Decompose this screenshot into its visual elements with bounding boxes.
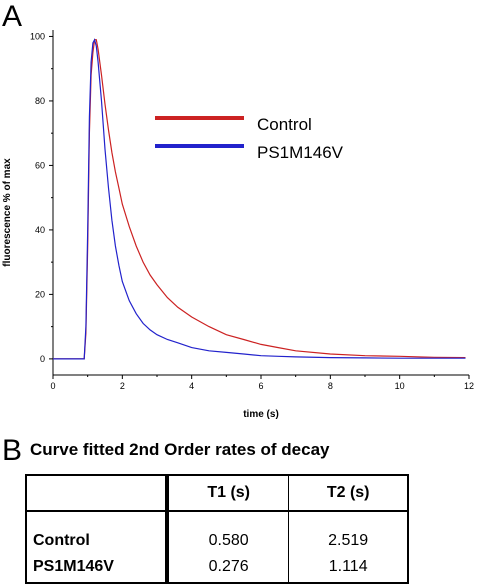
- x-tick-label: 10: [395, 381, 405, 391]
- chart-series: [53, 38, 466, 360]
- table-header-row: T1 (s) T2 (s): [26, 475, 408, 512]
- legend-label-ps1m146v: PS1M146V: [257, 143, 344, 162]
- x-tick-label: 12: [464, 381, 474, 391]
- panel-a-label: A: [2, 0, 23, 33]
- x-axis-title: time (s): [243, 409, 279, 420]
- y-tick-label: 60: [35, 160, 45, 170]
- y-tick-label: 0: [40, 354, 45, 364]
- cell-control-t2: 2.519: [288, 511, 408, 552]
- chart-legend: Control PS1M146V: [155, 115, 344, 162]
- table-title: Curve fitted 2nd Order rates of decay: [30, 440, 330, 459]
- decay-rates-table: T1 (s) T2 (s) Control 0.580 2.519 PS1M14…: [25, 474, 409, 584]
- series-line-control: [53, 39, 466, 360]
- y-tick-label: 100: [30, 31, 45, 41]
- y-tick-label: 20: [35, 289, 45, 299]
- table-header-t2: T2 (s): [288, 475, 408, 512]
- table-row: PS1M146V 0.276 1.114: [26, 552, 408, 583]
- x-tick-label: 4: [189, 381, 194, 391]
- chart-axes: 0 2 4 6 8 10 12 0 20 40 60 80 100: [30, 30, 474, 391]
- x-tick-label: 6: [258, 381, 263, 391]
- series-line-ps1m146v: [53, 38, 466, 360]
- x-tick-label: 0: [50, 381, 55, 391]
- row-label-control: Control: [33, 532, 90, 549]
- cell-ps1m146v-t1: 0.276: [165, 552, 289, 583]
- y-tick-label: 40: [35, 225, 45, 235]
- cell-control-t1: 0.580: [165, 511, 289, 552]
- legend-label-control: Control: [257, 115, 312, 134]
- panel-b-label: B: [2, 434, 23, 467]
- x-tick-label: 2: [120, 381, 125, 391]
- y-tick-label: 80: [35, 96, 45, 106]
- table-row: Control 0.580 2.519: [26, 511, 408, 552]
- cell-ps1m146v-t2: 1.114: [288, 552, 408, 583]
- decay-line-chart: 0 2 4 6 8 10 12 0 20 40 60 80 100 Control PS1M146V ti…: [2, 30, 474, 420]
- table-header-blank: [26, 475, 167, 512]
- y-axis-title: fluorescence % of max: [2, 158, 13, 267]
- x-tick-label: 8: [328, 381, 333, 391]
- row-label-ps1m146v: PS1M146V: [33, 558, 114, 575]
- table-header-t1: T1 (s): [165, 475, 289, 512]
